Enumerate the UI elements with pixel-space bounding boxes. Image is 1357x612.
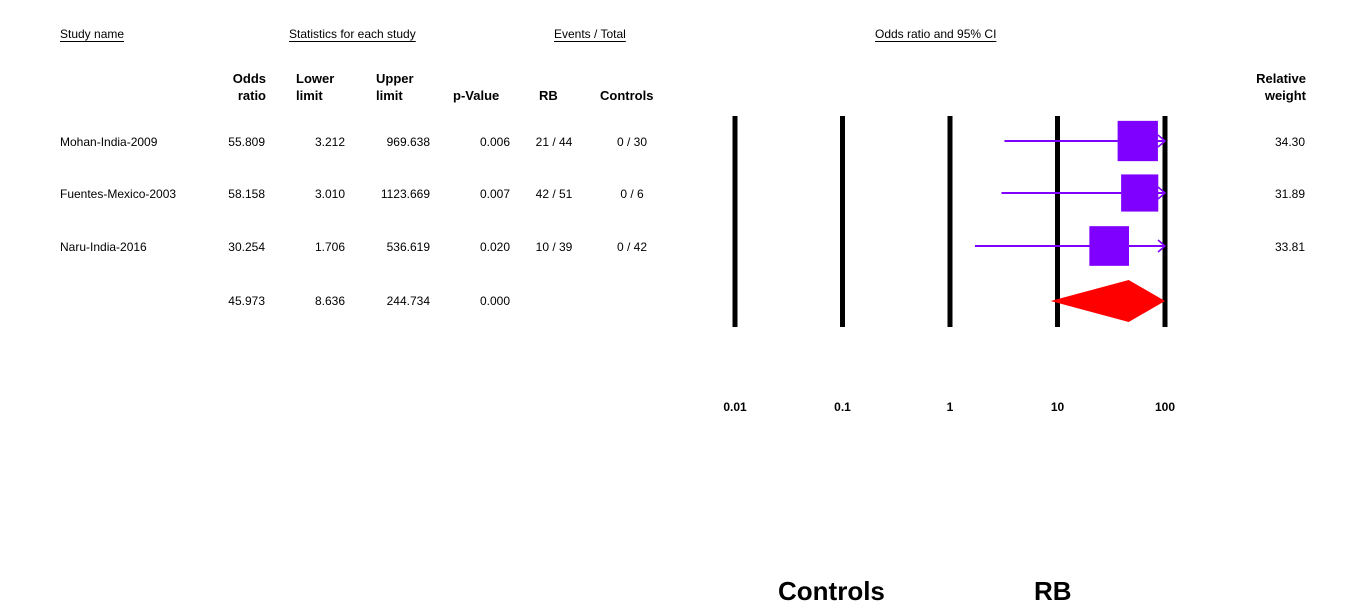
rb-column-header: RB (539, 88, 558, 103)
study-name-cell: Mohan-India-2009 (60, 135, 158, 149)
study-box-0 (1117, 120, 1158, 162)
summary-odds-ratio-cell: 45.973 (228, 294, 265, 308)
relative-weight-column-header: Relative weight (1220, 70, 1306, 104)
controls-events-cell: 0 / 42 (616, 240, 648, 254)
odds-ratio-cell: 30.254 (228, 240, 265, 254)
rb-events-cell: 10 / 39 (535, 240, 573, 254)
lower-limit-cell: 1.706 (314, 240, 345, 254)
p-value-cell: 0.006 (479, 135, 510, 149)
odds-ratio-column-header: Odds ratio (206, 70, 266, 104)
odds-ratio-ci-header: Odds ratio and 95% CI (875, 27, 997, 41)
summary-diamond (1050, 280, 1165, 322)
events-total-header: Events / Total (554, 27, 626, 41)
controls-events-cell: 0 / 6 (620, 187, 644, 201)
upper-limit-column-header: Upper limit (376, 70, 414, 104)
ci-arrow-0 (1157, 134, 1167, 148)
upper-limit-cell: 969.638 (386, 135, 430, 149)
upper-limit-cell: 536.619 (386, 240, 430, 254)
x-tick-label-0: 0.01 (723, 400, 747, 414)
study-box-1 (1121, 174, 1159, 212)
upper-limit-header-line1: Upper (376, 71, 414, 86)
lower-limit-cell: 3.212 (314, 135, 345, 149)
p-value-cell: 0.020 (479, 240, 510, 254)
ci-arrow-2 (1157, 239, 1167, 253)
controls-events-cell: 0 / 30 (616, 135, 648, 149)
odds-ratio-cell: 58.158 (228, 187, 265, 201)
controls-column-header: Controls (600, 88, 654, 103)
x-tick-label-2: 1 (947, 400, 954, 414)
summary-lower-limit-cell: 8.636 (314, 294, 345, 308)
study-name-cell: Naru-India-2016 (60, 240, 147, 254)
study-box-2 (1089, 226, 1130, 266)
summary-p-value-cell: 0.000 (479, 294, 510, 308)
relative-weight-cell: 34.30 (1274, 135, 1305, 149)
relative-weight-header-line1: Relative (1256, 71, 1306, 86)
rb-events-cell: 42 / 51 (535, 187, 573, 201)
upper-limit-header-line2: limit (376, 88, 403, 103)
lower-limit-column-header: Lower limit (296, 70, 334, 104)
odds-ratio-header-line1: Odds (232, 71, 266, 86)
statistics-header: Statistics for each study (289, 27, 416, 41)
lower-limit-header-line2: limit (296, 88, 323, 103)
relative-weight-cell: 33.81 (1274, 240, 1305, 254)
ci-arrow-1 (1157, 186, 1167, 200)
lower-limit-cell: 3.010 (314, 187, 345, 201)
x-tick-label-4: 100 (1155, 400, 1175, 414)
favours-rb-label: RB (1034, 576, 1072, 606)
study-name-header: Study name (60, 27, 125, 41)
favours-controls-label: Controls (778, 576, 885, 606)
odds-ratio-header-line2: ratio (237, 88, 266, 103)
summary-upper-limit-cell: 244.734 (386, 294, 430, 308)
rb-events-cell: 21 / 44 (535, 135, 573, 149)
p-value-column-header: p-Value (453, 88, 500, 103)
study-name-cell: Fuentes-Mexico-2003 (60, 187, 177, 201)
relative-weight-cell: 31.89 (1274, 187, 1305, 201)
upper-limit-cell: 1123.669 (380, 187, 430, 201)
relative-weight-header-line2: weight (1264, 88, 1306, 103)
x-tick-label-3: 10 (1051, 400, 1065, 414)
lower-limit-header-line1: Lower (296, 71, 335, 86)
odds-ratio-cell: 55.809 (228, 135, 265, 149)
x-tick-label-1: 0.1 (834, 400, 851, 414)
p-value-cell: 0.007 (479, 187, 510, 201)
